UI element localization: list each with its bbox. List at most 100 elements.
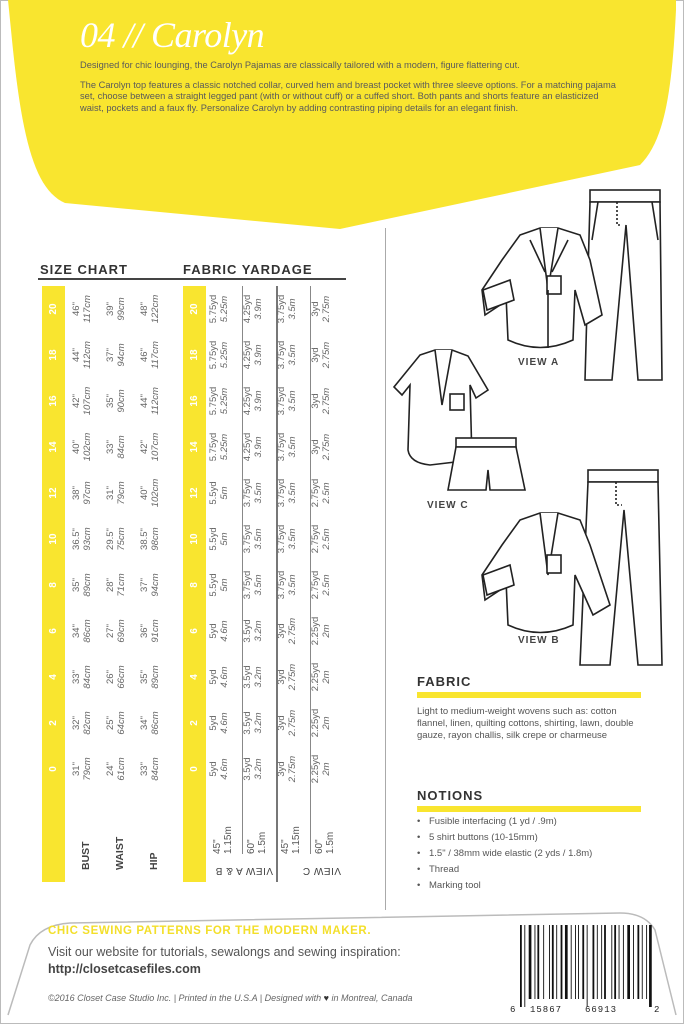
table-cell: 35" 89cm [71,562,106,608]
fabric-width-label: 45" 1.15m [212,826,234,854]
barcode-bar [575,925,576,999]
table-cell: 3.5yd 3.2m [242,608,277,654]
table-cell: 25" 64cm [105,700,140,746]
barcode-bar [520,925,522,1007]
copyright-text: ©2016 Closet Case Studio Inc. | Printed … [48,993,322,1003]
cell-imperial: 3yd [310,301,321,317]
size-number: 6 [189,628,200,634]
garment-illustrations [392,189,663,666]
cell-imperial: 40" [71,440,82,454]
cell-imperial: 3yd [310,347,321,363]
cell-imperial: 5.5yd [208,481,219,505]
table-cell: 4.25yd 3.9m [242,332,277,378]
cell-imperial: 3.75yd [242,570,253,600]
table-cell: 26" 66cm [105,654,140,700]
cell-imperial: 3.75yd [276,524,287,554]
table-cell: 42" 107cm [139,424,174,470]
cell-metric: 3.2m [252,620,264,642]
barcode-bar [560,925,563,999]
yardage-row: 60" 1.5m 2.25yd 2m 2.25yd 2m 2.25yd 2m 2.25yd 2m 2… [310,282,345,882]
cell-imperial: 48" [139,302,150,316]
cell-metric: 89cm [81,573,93,597]
table-cell: 2.25yd 2m [310,608,345,654]
table-cell: 35" 89cm [139,654,174,700]
cell-metric: 75cm [115,527,127,551]
size-number: 18 [48,349,59,361]
cell-metric: 3.9m [252,436,264,458]
cell-imperial: 5yd [208,669,219,685]
width-imperial: 45" [212,839,223,854]
width-label-cell: 60" 1.5m [311,792,345,882]
cell-imperial: 34" [139,716,150,730]
barcode-digit: 66913 [585,1005,618,1015]
cell-imperial: 35" [71,578,82,592]
table-cell: 3yd 2.75m [276,654,311,700]
width-label-cell: 60" 1.5m [243,792,277,882]
table-cell: 40" 102cm [139,470,174,516]
cell-imperial: 44" [71,348,82,362]
cell-metric: 61cm [115,757,127,781]
fabric-width-label: 60" 1.5m [246,832,268,854]
table-cell: 2.75yd 2.5m [310,562,345,608]
notions-heading: NOTIONS [417,788,484,803]
cell-metric: 4.6m [218,666,230,688]
cell-imperial: 3.5yd [242,665,253,689]
size-number: 0 [189,766,200,772]
cell-metric: 2m [320,716,332,730]
barcode-bar [637,925,640,999]
cell-metric: 2.75m [286,755,298,783]
measurement-label: WAIST [114,836,126,870]
intro-paragraph: Designed for chic lounging, the Carolyn … [80,60,520,70]
size-number: 16 [189,395,200,407]
cell-metric: 3.5m [252,528,264,550]
table-cell: 44" 112cm [71,332,106,378]
size-header-row: 0 2 4 6 8 10 12 14 16 18 20 [183,282,206,882]
size-number: 4 [189,674,200,680]
view-a-pants-illustration [584,189,663,381]
cell-imperial: 33" [71,670,82,684]
barcode-bar [578,925,579,999]
notion-item: Fusible interfacing (1 yd / .9m) [417,814,592,830]
table-cell: 3.75yd 3.5m [276,562,311,608]
cell-metric: 3.5m [252,574,264,596]
cell-metric: 93cm [81,527,93,551]
cell-imperial: 38" [71,486,82,500]
cell-imperial: 46" [139,348,150,362]
barcode-digit: 15867 [530,1005,563,1015]
table-cell: 44" 112cm [139,378,174,424]
table-cell: 3yd 2.75m [310,286,345,332]
cell-imperial: 31" [71,762,82,776]
cell-imperial: 25" [105,716,116,730]
table-cell: 5yd 4.6m [208,608,243,654]
cell-metric: 3.9m [252,298,264,320]
width-metric: 1.15m [223,826,234,854]
cell-imperial: 5yd [208,715,219,731]
column-divider [385,228,386,910]
cell-metric: 2.75m [286,709,298,737]
cell-imperial: 2.25yd [310,708,321,738]
cell-imperial: 32" [71,716,82,730]
table-cell: 3yd 2.75m [276,700,311,746]
table-cell: 5yd 4.6m [208,700,243,746]
table-cell: 3yd 2.75m [276,608,311,654]
cell-metric: 66cm [115,665,127,689]
cell-imperial: 26" [105,670,116,684]
cell-imperial: 42" [139,440,150,454]
cell-imperial: 3.75yd [242,524,253,554]
cell-metric: 3.5m [286,574,298,596]
cell-metric: 2.75m [320,387,332,415]
width-metric: 1.15m [291,826,302,854]
cell-imperial: 28" [105,578,116,592]
cell-imperial: 2.25yd [310,754,321,784]
heading-rule [38,278,346,280]
barcode-digit: 2 [654,1005,660,1015]
cell-imperial: 33" [139,762,150,776]
width-imperial: 60" [246,839,257,854]
website-link[interactable]: http://closetcasefiles.com [48,962,201,976]
cell-imperial: 5.75yd [208,340,219,370]
cell-metric: 112cm [81,341,93,369]
barcode-bar [586,925,588,1007]
cell-metric: 4.6m [218,620,230,642]
fabric-yellow-bar [417,692,641,698]
intro-text: Designed for chic lounging, the Carolyn … [80,60,620,122]
